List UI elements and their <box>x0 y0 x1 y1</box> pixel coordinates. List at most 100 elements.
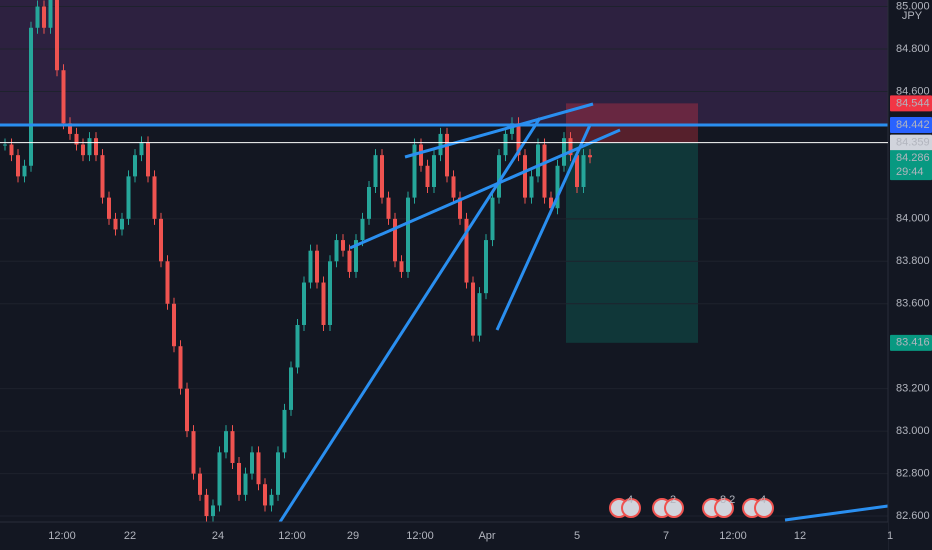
candle-body <box>497 155 501 198</box>
candle-body <box>367 186 371 219</box>
candle-body <box>536 144 540 177</box>
candle-body <box>256 452 261 485</box>
candle-body <box>477 293 482 336</box>
time-label: 7 <box>663 530 669 542</box>
candle-body <box>61 70 66 124</box>
candle-body <box>243 473 248 495</box>
candle-body <box>432 155 436 187</box>
candle-body <box>113 218 118 230</box>
price-tag <box>890 334 932 351</box>
time-label: 12:00 <box>719 530 747 542</box>
time-label: Apr <box>478 530 495 542</box>
candle-body <box>81 144 85 156</box>
candle-body <box>146 142 150 177</box>
time-label: 5 <box>574 530 580 542</box>
candle-body <box>139 142 144 156</box>
candle-body <box>87 138 92 156</box>
candle-body <box>347 250 352 272</box>
candle-body <box>393 218 397 262</box>
candle-body <box>191 431 196 474</box>
price-tag <box>890 134 932 151</box>
time-label: 12 <box>794 530 806 542</box>
event-count: 2 <box>670 494 676 506</box>
price-tick-label: 85.000 <box>896 0 930 12</box>
event-marker <box>664 498 684 518</box>
candle-body <box>581 155 586 187</box>
trend-line <box>349 128 621 250</box>
event-marker <box>621 498 641 518</box>
event-count: 4 <box>627 494 633 506</box>
candle-body <box>419 144 423 166</box>
candle-body <box>380 155 384 198</box>
candle-body <box>107 197 111 219</box>
candle-body <box>529 176 534 198</box>
candle-body <box>94 138 98 156</box>
event-count: 8 2 <box>720 494 735 506</box>
candle-body <box>263 484 267 506</box>
grid <box>0 6 888 517</box>
candle-body <box>230 431 235 463</box>
candle-body <box>406 197 410 272</box>
candle-body <box>282 409 287 453</box>
candle-body <box>133 155 137 177</box>
candle-body <box>237 462 241 495</box>
candle-body <box>575 155 579 187</box>
candle-body <box>68 123 72 134</box>
candle-body <box>250 452 254 474</box>
candle-body <box>224 431 228 453</box>
candle-body <box>217 452 222 506</box>
event-marker <box>754 498 774 518</box>
price-tick-label: 82.600 <box>896 510 930 522</box>
candle-body <box>211 505 215 517</box>
time-label: 29 <box>347 530 359 542</box>
candle-body <box>3 144 7 146</box>
candle-body <box>152 176 157 219</box>
candle-body <box>185 388 189 432</box>
resistance-zone <box>0 0 888 126</box>
drawings <box>0 102 889 523</box>
candle-body <box>35 6 40 28</box>
candle-body <box>126 176 131 219</box>
candles <box>3 0 592 523</box>
candle-body <box>588 155 592 158</box>
candle-body <box>334 240 339 262</box>
candle-body <box>9 144 14 156</box>
candle-body <box>198 473 202 495</box>
price-tag-label: 84.286 <box>896 152 930 164</box>
candle-body <box>269 494 274 506</box>
candle-body <box>360 218 365 241</box>
candle-body <box>503 133 508 156</box>
candle-body <box>42 6 46 28</box>
candle-body <box>464 218 469 283</box>
candle-body <box>542 144 547 198</box>
event-marker <box>714 498 734 518</box>
candle-body <box>22 165 27 177</box>
candle-body <box>386 197 391 219</box>
target-zone <box>566 142 698 343</box>
price-tag-label: 83.416 <box>896 337 930 349</box>
price-tag <box>890 150 932 181</box>
candle-body <box>451 176 456 198</box>
candle-body <box>490 197 495 241</box>
candle-body <box>302 282 306 325</box>
candle-body <box>516 123 521 156</box>
candle-body <box>204 494 209 517</box>
candle-body <box>523 155 527 198</box>
time-axis <box>0 522 888 550</box>
candle-body <box>289 367 293 410</box>
candle-body <box>341 240 345 251</box>
candle-body <box>562 138 566 166</box>
candle-body <box>16 155 20 177</box>
candle-body <box>29 27 33 166</box>
time-label: 12:00 <box>278 530 306 542</box>
price-tag <box>890 117 932 134</box>
price-tick-label: 83.000 <box>896 425 930 437</box>
price-tick-label: 84.800 <box>896 43 930 55</box>
candle-body <box>412 144 417 198</box>
trend-line <box>404 102 594 159</box>
candle-body <box>445 133 449 177</box>
currency: JPY <box>902 10 923 22</box>
time-label: 12:00 <box>48 530 76 542</box>
candle-body <box>568 138 573 156</box>
